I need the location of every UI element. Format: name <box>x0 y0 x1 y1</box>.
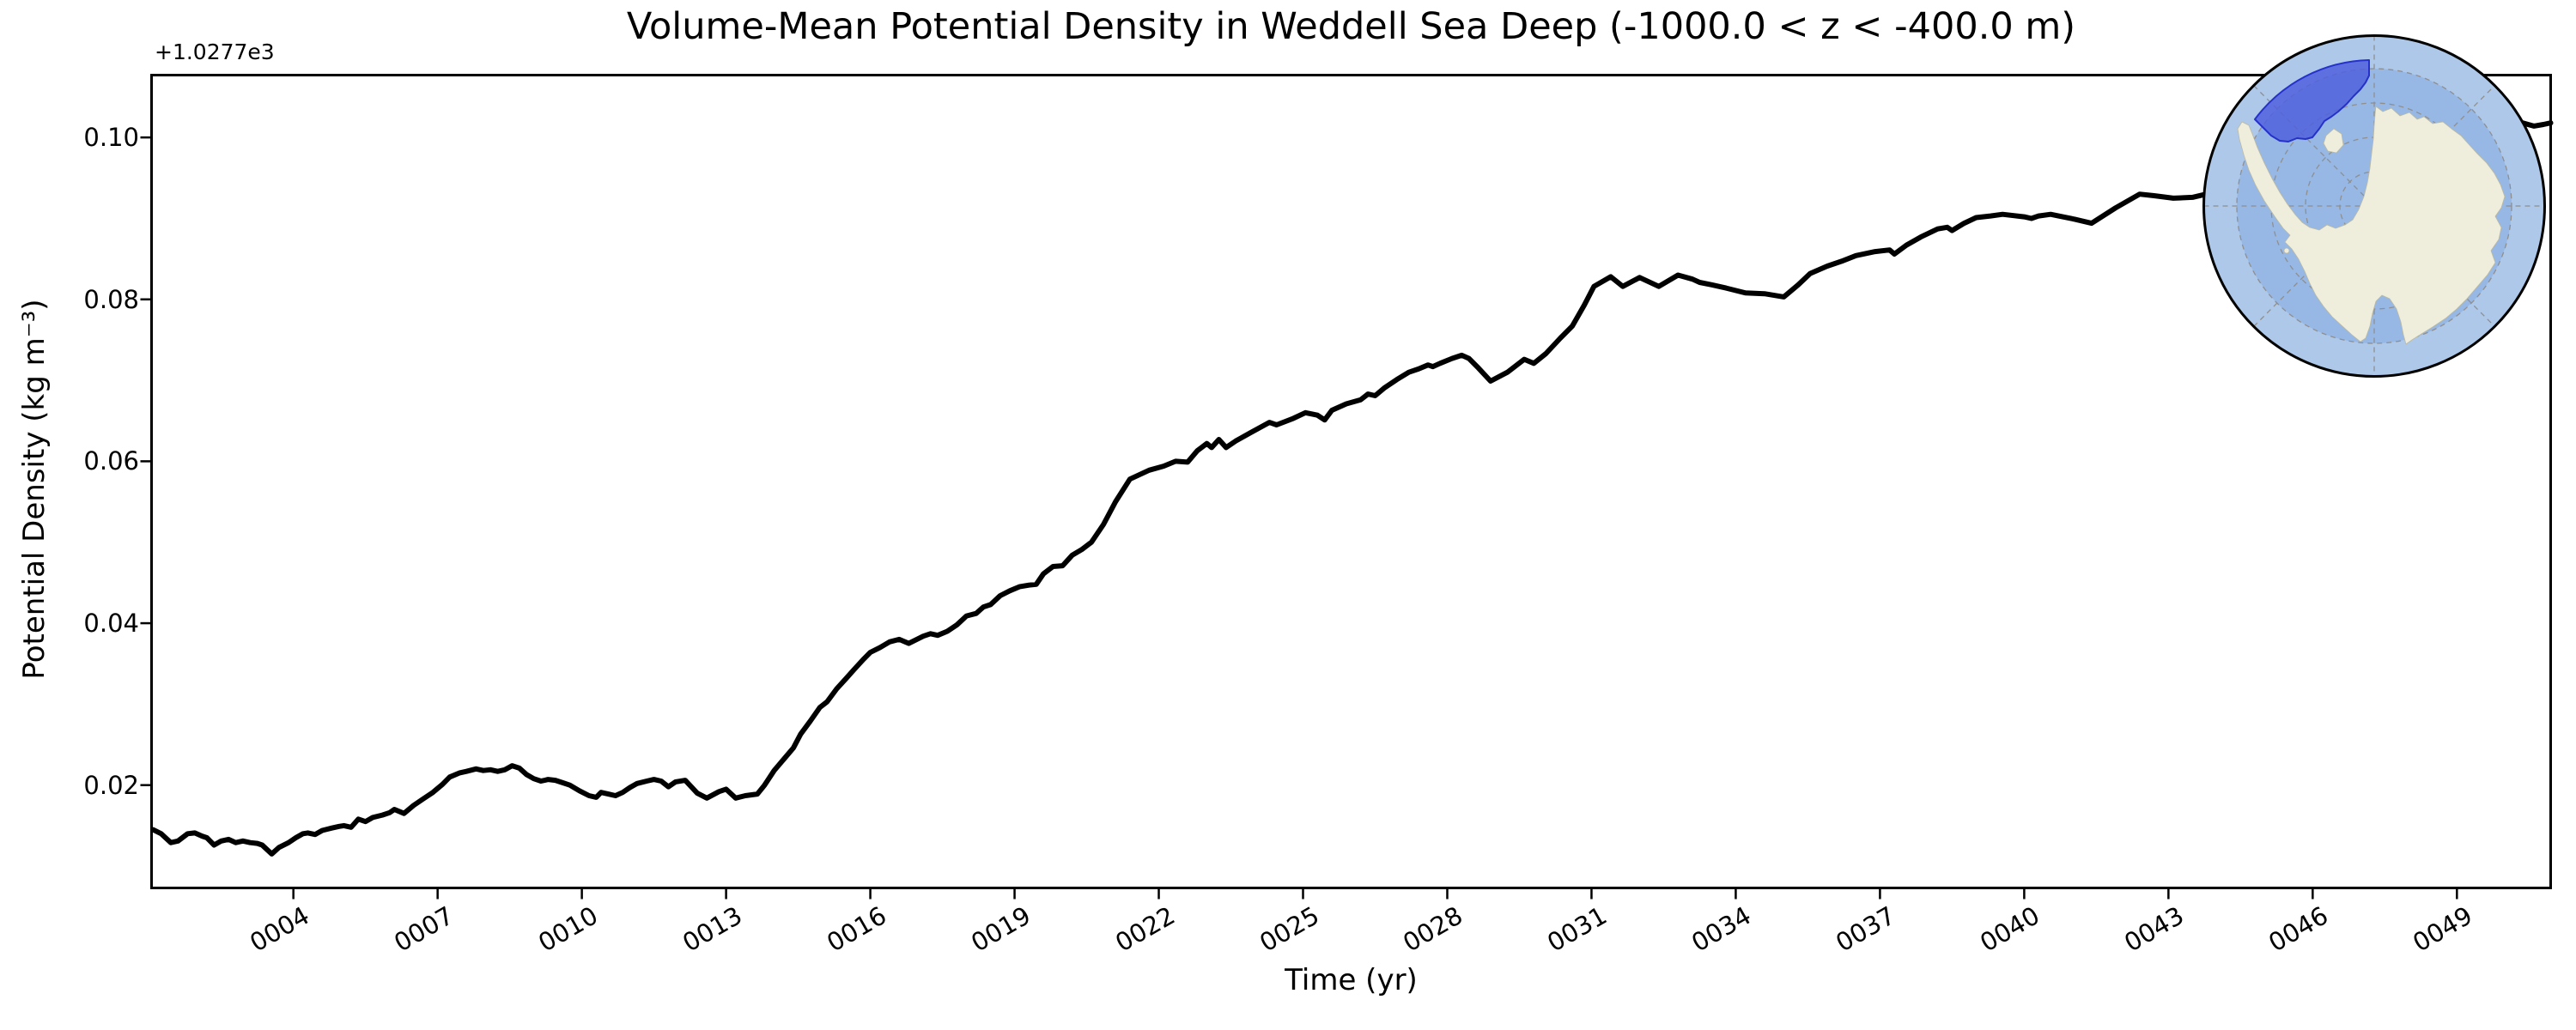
density-timeseries-line <box>150 119 2554 857</box>
map-boundary-circle <box>2202 34 2546 378</box>
y-axis-offset-text: +1.0277e3 <box>155 39 275 64</box>
y-tick-label: 0.10 <box>83 123 139 153</box>
y-tick-label: 0.08 <box>83 284 139 314</box>
chart-title: Volume-Mean Potential Density in Weddell… <box>626 5 2076 48</box>
antarctica-inset-map <box>2202 34 2546 378</box>
antarctica-mainland <box>2237 106 2506 345</box>
berkner-island <box>2323 128 2344 154</box>
x-axis-label: Time (yr) <box>1285 963 1418 997</box>
tick-marks <box>140 136 2458 900</box>
small-island <box>2283 247 2290 254</box>
map-land-antarctica <box>2237 106 2506 345</box>
y-tick-label: 0.06 <box>83 446 139 476</box>
weddell-sea-highlight-region <box>2254 59 2370 142</box>
y-tick-label: 0.04 <box>83 609 139 639</box>
axes-frame <box>150 74 2552 889</box>
y-tick-label: 0.02 <box>83 770 139 800</box>
